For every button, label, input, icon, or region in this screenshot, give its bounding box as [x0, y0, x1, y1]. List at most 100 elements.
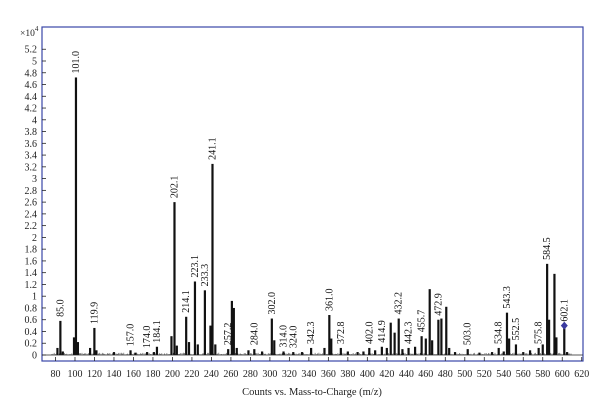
y-tick-label: 1: [32, 292, 37, 303]
peak-bar: [497, 347, 500, 355]
peak-bar: [330, 338, 333, 355]
x-tick-label: 240: [204, 369, 219, 380]
peak-bar: [76, 342, 80, 355]
peak-bar: [232, 307, 235, 355]
y-tick-label: 4: [32, 115, 37, 126]
y-tick-label: 3.2: [25, 162, 38, 173]
x-tick-label: 440: [399, 369, 414, 380]
peak-bar: [407, 347, 410, 355]
x-tick-label: 160: [126, 369, 141, 380]
plot-frame: [41, 26, 584, 362]
peak-label: 552.5: [511, 318, 522, 341]
peak-bar: [310, 347, 313, 355]
peak-bar: [413, 346, 417, 355]
peak-bar: [424, 338, 427, 355]
peak-bar: [175, 345, 178, 355]
x-tick-label: 120: [87, 369, 102, 380]
peak-bar: [95, 350, 98, 355]
y-tick-label: 1.2: [25, 280, 38, 291]
x-tick-label: 580: [535, 369, 550, 380]
y-tick-label: 4.2: [25, 104, 38, 115]
peak-label: 432.2: [394, 292, 405, 315]
peak-bar: [134, 352, 137, 355]
peak-bar: [339, 347, 342, 355]
peak-bar: [260, 351, 264, 355]
peak-bar: [374, 350, 377, 355]
peak-bar: [170, 336, 173, 355]
y-tick-label: 0: [32, 351, 37, 362]
peak-bar: [292, 352, 295, 355]
peak-bar: [214, 344, 217, 355]
x-tick-label: 380: [340, 369, 355, 380]
peak-bar: [187, 342, 191, 355]
y-tick-label: 3: [32, 174, 37, 185]
peak-label: 342.3: [306, 321, 317, 344]
peak-bar: [362, 351, 365, 355]
peak-bar: [466, 349, 469, 355]
peak-bar: [401, 349, 404, 355]
y-multiplier-label: ×104: [20, 25, 39, 39]
x-tick-label: 520: [477, 369, 492, 380]
peak-bar: [522, 352, 525, 355]
peak-bar: [546, 263, 549, 355]
x-tick-label: 100: [67, 369, 82, 380]
peak-bar: [129, 350, 132, 355]
y-tick-label: 0.2: [25, 339, 38, 350]
x-tick-label: 620: [574, 369, 589, 380]
y-tick-label: 5.2: [25, 45, 38, 56]
peak-label: 101.0: [71, 51, 82, 74]
y-multiplier-exponent: 4: [35, 25, 39, 33]
peak-bar: [253, 349, 256, 355]
x-tick-label: 300: [262, 369, 277, 380]
y-tick-label: 4.6: [25, 80, 38, 91]
peak-bar: [478, 352, 481, 355]
peak-label: 361.0: [324, 289, 335, 312]
peak-label: 472.9: [433, 293, 444, 316]
peak-bar: [146, 352, 149, 355]
peak-bar: [563, 325, 566, 355]
peak-bar: [235, 347, 238, 355]
y-tick-label: 1.8: [25, 245, 38, 256]
peak-bar: [88, 347, 92, 355]
y-tick-label: 4.4: [25, 92, 38, 103]
peak-label: 202.1: [169, 176, 180, 199]
peak-bar: [74, 77, 78, 356]
peak-bar: [547, 319, 551, 355]
x-tick-label: 400: [360, 369, 375, 380]
peak-label: 241.1: [207, 137, 218, 160]
peak-bar: [196, 344, 199, 355]
peak-bar: [270, 318, 273, 355]
peak-bar: [566, 352, 569, 355]
x-tick-label: 560: [516, 369, 531, 380]
peak-bar: [505, 312, 509, 355]
x-tick-label: 180: [145, 369, 160, 380]
peak-bar: [528, 350, 532, 355]
peak-label: 284.0: [249, 323, 260, 346]
peak-label: 455.7: [417, 310, 428, 333]
peak-label: 233.3: [200, 264, 211, 287]
peak-bar: [152, 352, 156, 355]
y-tick-label: 3.4: [25, 151, 38, 162]
y-multiplier-base: ×10: [20, 29, 35, 39]
peak-bar: [203, 290, 206, 355]
peak-bar: [173, 202, 176, 355]
peak-label: 314.0: [279, 325, 290, 348]
peak-bar: [323, 347, 326, 355]
peak-bar: [93, 327, 96, 355]
peak-label: 575.8: [534, 321, 545, 344]
peak-bar: [508, 338, 511, 355]
y-tick-label: 2: [32, 233, 37, 244]
peak-label: 324.0: [288, 326, 299, 349]
peak-label: 503.0: [463, 323, 474, 346]
x-tick-label: 360: [321, 369, 336, 380]
x-tick-label: 260: [223, 369, 238, 380]
x-tick-label: 500: [457, 369, 472, 380]
x-tick-label: 600: [555, 369, 570, 380]
x-tick-label: 320: [282, 369, 297, 380]
peak-bar: [385, 347, 388, 355]
peak-bar: [553, 273, 556, 355]
peak-bar: [346, 351, 349, 355]
peak-label: 214.1: [181, 290, 192, 313]
peak-bar: [209, 325, 212, 355]
